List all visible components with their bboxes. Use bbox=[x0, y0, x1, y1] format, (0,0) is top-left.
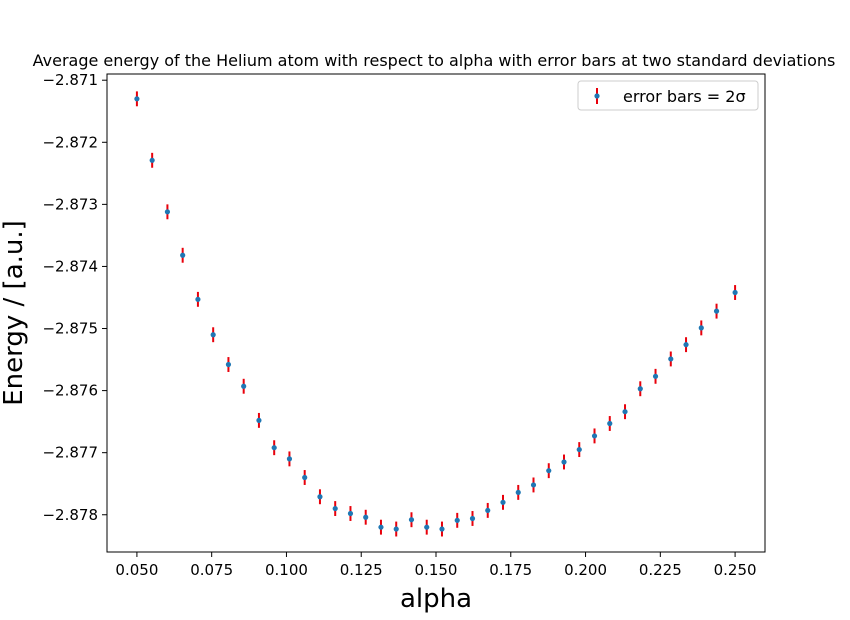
y-axis-label: Energy / [a.u.] bbox=[0, 220, 29, 406]
data-point bbox=[424, 524, 430, 530]
data-point bbox=[469, 515, 476, 522]
data-point bbox=[317, 494, 323, 500]
y-tick-label: −2.877 bbox=[42, 444, 98, 462]
y-axis: −2.871 −2.872 −2.873 −2.874 −2.875 −2.876 −2.8… bbox=[42, 71, 107, 524]
y-tick-label: −2.872 bbox=[42, 133, 98, 151]
x-tick-label: 0.100 bbox=[265, 561, 308, 579]
data-point bbox=[225, 361, 232, 368]
data-point bbox=[164, 209, 171, 215]
data-point bbox=[241, 383, 247, 389]
data-point bbox=[500, 499, 506, 505]
data-point bbox=[302, 474, 308, 481]
x-tick-label: 0.225 bbox=[639, 561, 682, 579]
data-point bbox=[408, 517, 415, 523]
x-tick-label: 0.175 bbox=[489, 561, 532, 579]
data-point bbox=[515, 489, 521, 496]
data-point bbox=[195, 296, 201, 302]
legend: error bars = 2σ bbox=[577, 80, 759, 111]
data-point bbox=[180, 252, 186, 258]
data-point bbox=[530, 482, 537, 488]
data-point bbox=[683, 342, 689, 348]
data-point bbox=[561, 459, 567, 465]
data-point bbox=[347, 510, 354, 517]
data-point bbox=[149, 157, 155, 163]
x-tick-label: 0.150 bbox=[415, 561, 458, 579]
legend-marker-icon bbox=[594, 93, 600, 99]
data-point bbox=[713, 308, 720, 314]
data-point bbox=[256, 417, 262, 423]
data-point bbox=[286, 456, 293, 462]
x-tick-label: 0.050 bbox=[115, 561, 158, 579]
x-tick-label: 0.250 bbox=[714, 561, 757, 579]
data-point bbox=[134, 96, 140, 102]
data-point bbox=[439, 526, 445, 532]
data-point bbox=[378, 524, 384, 530]
data-point bbox=[210, 332, 216, 338]
data-point bbox=[732, 289, 738, 296]
data-point bbox=[668, 356, 674, 362]
plot-area bbox=[106, 73, 766, 553]
data-point bbox=[576, 446, 582, 453]
data-point bbox=[485, 507, 491, 514]
y-tick-label: −2.873 bbox=[42, 195, 98, 213]
y-tick-label: −2.871 bbox=[42, 71, 98, 89]
data-point bbox=[698, 325, 704, 331]
chart-title: Average energy of the Helium atom with r… bbox=[33, 51, 836, 70]
data-point bbox=[271, 445, 277, 451]
y-tick-label: −2.878 bbox=[42, 506, 98, 524]
data-point bbox=[332, 505, 338, 512]
data-point bbox=[607, 420, 613, 427]
data-points bbox=[134, 96, 738, 532]
x-tick-label: 0.075 bbox=[190, 561, 233, 579]
y-tick-label: −2.876 bbox=[42, 382, 98, 400]
data-point bbox=[591, 433, 598, 439]
y-tick-label: −2.875 bbox=[42, 320, 98, 338]
x-axis: 0.050 0.075 0.100 0.125 0.150 0.175 0.200 0.225… bbox=[115, 552, 757, 579]
legend-label: error bars = 2σ bbox=[623, 87, 746, 106]
data-point bbox=[546, 468, 552, 474]
x-tick-label: 0.200 bbox=[564, 561, 607, 579]
data-point bbox=[637, 386, 643, 392]
data-point bbox=[652, 373, 659, 379]
legend-box bbox=[577, 80, 759, 111]
data-point bbox=[363, 514, 369, 520]
x-axis-label: alpha bbox=[400, 584, 472, 614]
data-point bbox=[393, 526, 399, 532]
data-point bbox=[454, 517, 460, 523]
data-point bbox=[622, 409, 628, 415]
x-tick-label: 0.125 bbox=[340, 561, 383, 579]
y-tick-label: −2.874 bbox=[42, 257, 98, 275]
